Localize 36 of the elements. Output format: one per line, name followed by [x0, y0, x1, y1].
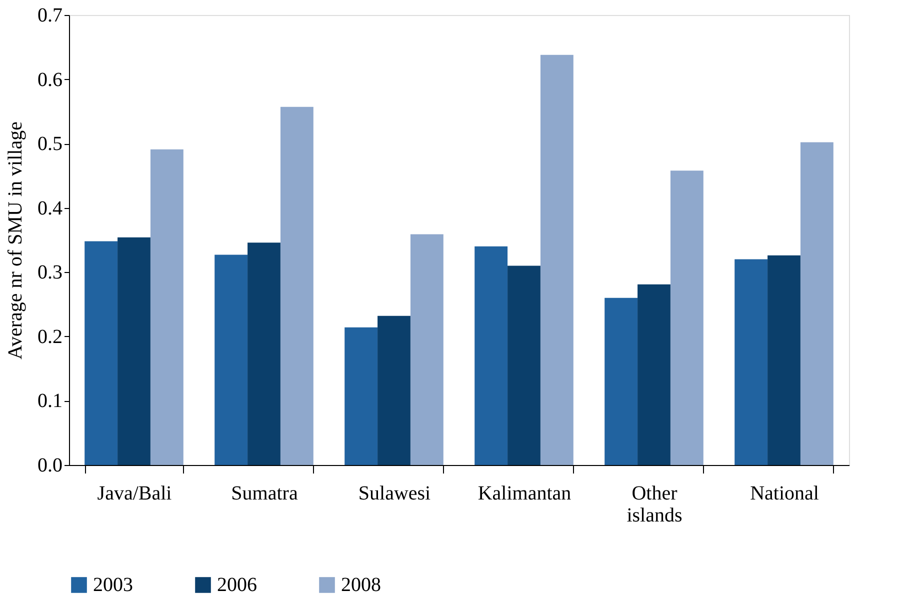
y-tick-label: 0.1: [38, 390, 62, 412]
legend-label: 2008: [341, 574, 381, 594]
bar: [638, 284, 670, 465]
bar: [734, 259, 768, 465]
bar: [474, 246, 508, 465]
bar: [604, 298, 638, 465]
bar: [344, 327, 378, 465]
x-tick-label: Sumatra: [231, 482, 298, 504]
legend-label: 2003: [93, 574, 133, 594]
bar: [800, 142, 834, 465]
x-tick-label: Other islands: [626, 482, 682, 526]
x-tick-label: National: [750, 482, 820, 504]
legend-label: 2006: [217, 574, 257, 594]
bar: [540, 54, 574, 465]
y-tick-label: 0.0: [38, 454, 62, 476]
y-axis-title: Average nr of SMU in village: [4, 121, 26, 360]
bar: [150, 149, 184, 465]
bar: [248, 242, 280, 465]
y-tick-label: 0.2: [38, 326, 62, 348]
x-tick-label: Java/Bali: [97, 482, 172, 504]
bar: [670, 170, 704, 465]
bar: [118, 237, 150, 465]
bar: [768, 255, 800, 465]
bar: [84, 241, 118, 465]
y-tick-label: 0.3: [38, 262, 62, 284]
bar: [410, 234, 444, 465]
bar: [508, 266, 540, 465]
bar: [214, 254, 248, 465]
x-tick-label: Sulawesi: [358, 482, 432, 504]
x-tick-label: Kalimantan: [478, 482, 572, 504]
y-tick-label: 0.7: [38, 4, 62, 26]
y-tick-label: 0.5: [38, 133, 62, 156]
y-tick-label: 0.4: [38, 197, 62, 220]
bar: [280, 106, 314, 465]
y-tick-label: 0.6: [38, 68, 62, 91]
bar: [378, 316, 410, 465]
